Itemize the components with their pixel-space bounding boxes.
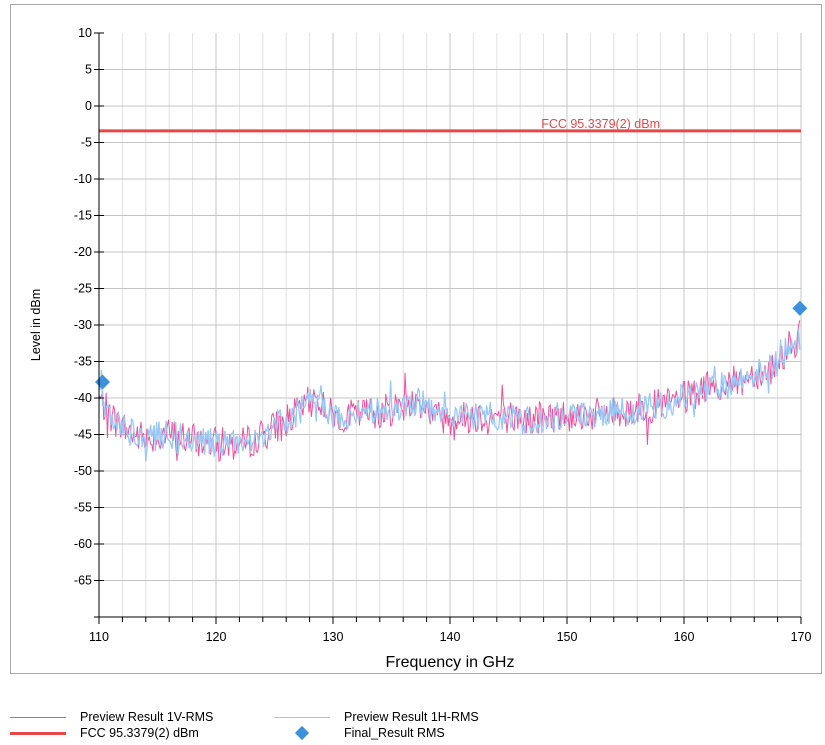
x-tick-label: 110 [89, 630, 109, 644]
axes [94, 32, 802, 624]
legend-symbol-thin-line [274, 717, 330, 718]
major-grid [99, 33, 802, 617]
y-tick-label: 0 [85, 99, 92, 113]
y-axis-title: Level in dBm [29, 289, 43, 361]
legend-label: FCC 95.3379(2) dBm [80, 726, 199, 740]
x-tick-label: 130 [323, 630, 344, 644]
y-tick-label: -20 [74, 245, 92, 259]
legend-symbol-thin-line [10, 717, 66, 718]
tick-labels: 10 5 0 -5 -10 -15 -20 -25 -30 -35 -40 -45 -50 -55 -60 -… [74, 26, 812, 644]
legend-label: Preview Result 1V-RMS [80, 710, 214, 724]
legend-label: Final_Result RMS [344, 726, 445, 740]
y-tick-label: -25 [74, 282, 92, 296]
x-tick-label: 120 [206, 630, 227, 644]
chart-frame [10, 4, 822, 674]
y-tick-label: -45 [74, 428, 92, 442]
y-tick-label: 5 [85, 63, 92, 77]
y-tick-label: 10 [78, 26, 92, 40]
legend: Preview Result 1V-RMS Preview Result 1H-… [0, 700, 825, 745]
y-tick-label: -30 [74, 318, 92, 332]
x-tick-label: 160 [674, 630, 695, 644]
final-result-marker [792, 300, 808, 316]
limit-line-label: FCC 95.3379(2) dBm [541, 117, 660, 131]
legend-symbol-thick-line [10, 732, 66, 735]
legend-label: Preview Result 1H-RMS [344, 710, 479, 724]
x-axis-title: Frequency in GHz [386, 654, 515, 671]
legend-symbol-diamond [294, 725, 310, 741]
y-tick-label: -15 [74, 209, 92, 223]
y-tick-label: -60 [74, 537, 92, 551]
y-tick-label: -55 [74, 501, 92, 515]
y-tick-label: -5 [81, 136, 92, 150]
y-tick-label: -35 [74, 355, 92, 369]
y-tick-label: -50 [74, 464, 92, 478]
final-result-marker [95, 374, 111, 390]
y-tick-label: -40 [74, 391, 92, 405]
x-tick-label: 140 [440, 630, 461, 644]
x-tick-label: 170 [791, 630, 812, 644]
x-tick-label: 150 [557, 630, 578, 644]
y-tick-label: -10 [74, 172, 92, 186]
series-layer [95, 129, 808, 462]
chart-plot: 10 5 0 -5 -10 -15 -20 -25 -30 -35 -40 -45 -50 -55 -60 -… [29, 26, 812, 671]
y-tick-label: -65 [74, 574, 92, 588]
series-line [98, 329, 801, 462]
